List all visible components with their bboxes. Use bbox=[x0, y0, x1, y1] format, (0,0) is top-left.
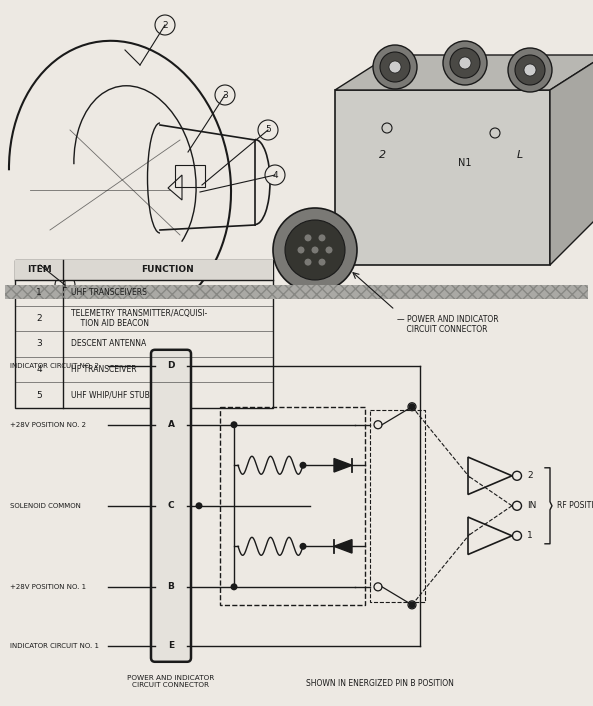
Text: IN: IN bbox=[527, 501, 537, 510]
Circle shape bbox=[409, 403, 416, 410]
Text: 5: 5 bbox=[36, 390, 42, 400]
Circle shape bbox=[512, 532, 521, 540]
Circle shape bbox=[299, 462, 307, 469]
Bar bbox=[5, 285, 588, 299]
Circle shape bbox=[311, 246, 318, 253]
Text: FUNCTION: FUNCTION bbox=[142, 265, 195, 275]
Circle shape bbox=[508, 48, 552, 92]
Text: RF POSITIONS: RF POSITIONS bbox=[557, 501, 593, 510]
Text: POWER AND INDICATOR
CIRCUIT CONNECTOR: POWER AND INDICATOR CIRCUIT CONNECTOR bbox=[127, 675, 215, 688]
Text: 2: 2 bbox=[527, 472, 533, 480]
Text: TELEMETRY TRANSMITTER/ACQUISI-
    TION AID BEACON: TELEMETRY TRANSMITTER/ACQUISI- TION AID … bbox=[71, 309, 207, 328]
Circle shape bbox=[285, 220, 345, 280]
Circle shape bbox=[304, 234, 311, 241]
Circle shape bbox=[231, 421, 238, 429]
Circle shape bbox=[459, 57, 471, 69]
Circle shape bbox=[524, 64, 536, 76]
Circle shape bbox=[374, 583, 382, 591]
Circle shape bbox=[273, 208, 357, 292]
Text: 1: 1 bbox=[62, 280, 68, 289]
Circle shape bbox=[231, 583, 238, 590]
Text: 2: 2 bbox=[36, 314, 42, 323]
Bar bbox=[175, 165, 205, 187]
Bar bbox=[335, 90, 550, 265]
Circle shape bbox=[512, 472, 521, 480]
Circle shape bbox=[55, 275, 75, 295]
Bar bbox=[5, 285, 588, 299]
Circle shape bbox=[373, 45, 417, 89]
Circle shape bbox=[450, 48, 480, 78]
Bar bbox=[220, 407, 365, 605]
Text: 2: 2 bbox=[162, 20, 168, 30]
Circle shape bbox=[326, 246, 333, 253]
Text: DESCENT ANTENNA: DESCENT ANTENNA bbox=[71, 340, 146, 349]
Text: N1: N1 bbox=[458, 158, 472, 168]
Polygon shape bbox=[550, 55, 593, 265]
Text: INDICATOR CIRCUIT NO. 2: INDICATOR CIRCUIT NO. 2 bbox=[10, 363, 99, 369]
Circle shape bbox=[155, 15, 175, 35]
Text: — POWER AND INDICATOR
    CIRCUIT CONNECTOR: — POWER AND INDICATOR CIRCUIT CONNECTOR bbox=[397, 315, 499, 335]
Text: 2: 2 bbox=[380, 150, 387, 160]
Circle shape bbox=[265, 165, 285, 185]
Circle shape bbox=[408, 601, 416, 609]
Text: SHOWN IN ENERGIZED PIN B POSITION: SHOWN IN ENERGIZED PIN B POSITION bbox=[306, 679, 454, 688]
Text: C: C bbox=[168, 501, 174, 510]
Circle shape bbox=[389, 61, 401, 73]
Bar bbox=[15, 260, 273, 280]
Text: 3: 3 bbox=[36, 340, 42, 349]
Text: 1: 1 bbox=[527, 532, 533, 540]
Text: A: A bbox=[167, 420, 174, 429]
Text: UHF WHIP/UHF STUB: UHF WHIP/UHF STUB bbox=[71, 390, 150, 400]
Text: 5: 5 bbox=[265, 126, 271, 135]
Text: L: L bbox=[517, 150, 523, 160]
Text: 3: 3 bbox=[222, 90, 228, 100]
Text: INDICATOR CIRCUIT NO. 1: INDICATOR CIRCUIT NO. 1 bbox=[10, 642, 99, 649]
Text: ITEM: ITEM bbox=[27, 265, 52, 275]
Circle shape bbox=[299, 543, 307, 550]
Text: SOLENOID COMMON: SOLENOID COMMON bbox=[10, 503, 81, 509]
Text: B: B bbox=[168, 582, 174, 592]
Text: 4: 4 bbox=[272, 171, 278, 179]
FancyBboxPatch shape bbox=[151, 349, 191, 662]
Circle shape bbox=[298, 246, 304, 253]
Text: HF TRANSCEIVER: HF TRANSCEIVER bbox=[71, 365, 136, 374]
Text: +28V POSITION NO. 1: +28V POSITION NO. 1 bbox=[10, 584, 86, 590]
Polygon shape bbox=[334, 458, 352, 472]
Circle shape bbox=[318, 258, 326, 265]
Circle shape bbox=[515, 55, 545, 85]
Circle shape bbox=[374, 421, 382, 429]
Circle shape bbox=[318, 234, 326, 241]
Text: E: E bbox=[168, 641, 174, 650]
Circle shape bbox=[304, 258, 311, 265]
Polygon shape bbox=[334, 539, 352, 553]
Text: 1: 1 bbox=[36, 288, 42, 297]
Circle shape bbox=[258, 120, 278, 140]
Circle shape bbox=[380, 52, 410, 82]
Text: D: D bbox=[167, 361, 175, 370]
Circle shape bbox=[215, 85, 235, 105]
Circle shape bbox=[443, 41, 487, 85]
Text: 4: 4 bbox=[36, 365, 42, 374]
Bar bbox=[15, 260, 273, 408]
Polygon shape bbox=[335, 55, 593, 90]
Text: +28V POSITION NO. 2: +28V POSITION NO. 2 bbox=[10, 421, 86, 428]
Circle shape bbox=[409, 602, 416, 609]
Circle shape bbox=[512, 501, 521, 510]
Bar bbox=[370, 409, 425, 602]
Text: UHF TRANSCEIVERS: UHF TRANSCEIVERS bbox=[71, 288, 147, 297]
Circle shape bbox=[408, 402, 416, 411]
Circle shape bbox=[196, 502, 202, 509]
